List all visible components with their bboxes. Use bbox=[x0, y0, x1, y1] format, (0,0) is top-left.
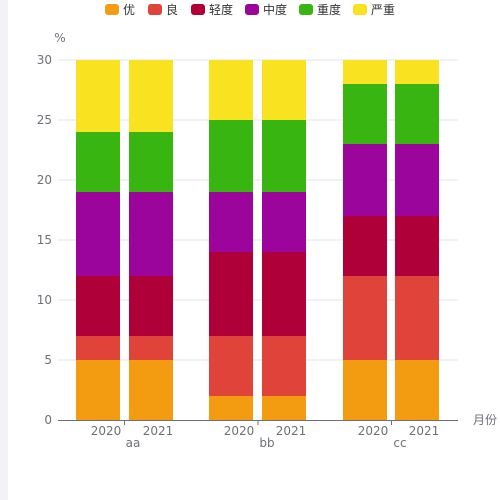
bar-segment bbox=[395, 360, 439, 420]
bar-segment bbox=[76, 360, 120, 420]
legend-swatch bbox=[105, 4, 119, 15]
bar-segment bbox=[129, 132, 173, 192]
bar-segment bbox=[395, 144, 439, 216]
legend-swatch bbox=[245, 4, 259, 15]
bar-segment bbox=[129, 276, 173, 336]
bar-segment bbox=[343, 216, 387, 276]
bar-segment bbox=[76, 132, 120, 192]
bar-segment bbox=[76, 192, 120, 276]
legend: 优 良 轻度 中度 重度 严重 bbox=[105, 2, 395, 17]
bar-segment bbox=[209, 120, 253, 192]
y-tick-label: 20 bbox=[37, 173, 52, 187]
y-axis-label: % bbox=[54, 31, 65, 45]
bar-segment bbox=[343, 60, 387, 84]
bar-segment bbox=[343, 360, 387, 420]
chart-panel: 优 良 轻度 中度 重度 严重 0 5 10 15 20 25 30 2020 2021 2020 2021 2… bbox=[8, 0, 500, 500]
bar-segment bbox=[129, 336, 173, 360]
bar-segment bbox=[209, 252, 253, 336]
y-tick-label: 15 bbox=[37, 233, 52, 247]
x-tick-label: 2020 bbox=[224, 424, 255, 438]
bar-segment bbox=[209, 336, 253, 396]
bar-segment bbox=[209, 192, 253, 252]
bar-segment bbox=[262, 336, 306, 396]
y-tick-label: 30 bbox=[37, 53, 52, 67]
legend-label: 优 bbox=[123, 3, 135, 17]
x-axis-label: 月份 bbox=[473, 413, 497, 427]
bar-segment bbox=[129, 60, 173, 132]
bar-segment bbox=[129, 192, 173, 276]
legend-label: 严重 bbox=[371, 3, 395, 17]
bars bbox=[76, 60, 439, 420]
bar-segment bbox=[343, 144, 387, 216]
bar-segment bbox=[129, 360, 173, 420]
y-tick-label: 5 bbox=[44, 353, 52, 367]
x-tick-label: 2020 bbox=[358, 424, 389, 438]
legend-item[interactable]: 中度 bbox=[245, 2, 287, 17]
legend-label: 良 bbox=[166, 2, 178, 17]
bar-segment bbox=[76, 60, 120, 132]
legend-swatch bbox=[148, 4, 162, 15]
legend-label: 轻度 bbox=[209, 2, 233, 17]
stacked-bar-chart: 优 良 轻度 中度 重度 严重 0 5 10 15 20 25 30 2020 2021 2020 2021 2… bbox=[37, 2, 497, 450]
bar-segment bbox=[395, 60, 439, 84]
bar-segment bbox=[343, 276, 387, 360]
bar-segment bbox=[76, 276, 120, 336]
x-tick-label: 2021 bbox=[409, 424, 440, 438]
bar-segment bbox=[76, 336, 120, 360]
bar-segment bbox=[395, 276, 439, 360]
legend-item[interactable]: 良 bbox=[148, 2, 178, 17]
legend-item[interactable]: 重度 bbox=[299, 2, 341, 17]
bar-segment bbox=[262, 396, 306, 420]
legend-item[interactable]: 严重 bbox=[353, 3, 395, 17]
legend-label: 重度 bbox=[317, 2, 341, 17]
bar-segment bbox=[395, 84, 439, 144]
x-group-label: aa bbox=[126, 436, 141, 450]
y-tick-label: 10 bbox=[37, 293, 52, 307]
x-tick-label: 2021 bbox=[276, 424, 307, 438]
x-group-label: cc bbox=[393, 436, 406, 450]
bar-segment bbox=[343, 84, 387, 144]
legend-item[interactable]: 优 bbox=[105, 3, 135, 17]
legend-item[interactable]: 轻度 bbox=[191, 2, 233, 17]
y-tick-label: 0 bbox=[44, 413, 52, 427]
bar-segment bbox=[262, 192, 306, 252]
bar-segment bbox=[262, 60, 306, 120]
bar-segment bbox=[395, 216, 439, 276]
bar-segment bbox=[262, 252, 306, 336]
legend-swatch bbox=[299, 4, 313, 15]
x-group-label: bb bbox=[259, 436, 274, 450]
legend-swatch bbox=[191, 4, 205, 15]
grid-lines bbox=[58, 59, 458, 361]
legend-swatch bbox=[353, 4, 367, 15]
legend-label: 中度 bbox=[263, 2, 287, 17]
x-tick-label: 2020 bbox=[91, 424, 122, 438]
bar-segment bbox=[209, 60, 253, 120]
y-tick-label: 25 bbox=[37, 113, 52, 127]
x-tick-label: 2021 bbox=[143, 424, 174, 438]
bar-segment bbox=[262, 120, 306, 192]
bar-segment bbox=[209, 396, 253, 420]
